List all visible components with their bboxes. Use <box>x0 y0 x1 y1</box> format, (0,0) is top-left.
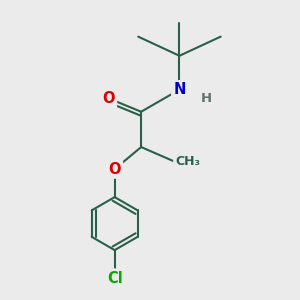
Text: Cl: Cl <box>107 271 122 286</box>
Text: H: H <box>200 92 211 105</box>
Text: O: O <box>103 91 115 106</box>
Text: N: N <box>173 82 186 97</box>
Text: O: O <box>108 162 121 177</box>
Text: CH₃: CH₃ <box>175 155 200 168</box>
